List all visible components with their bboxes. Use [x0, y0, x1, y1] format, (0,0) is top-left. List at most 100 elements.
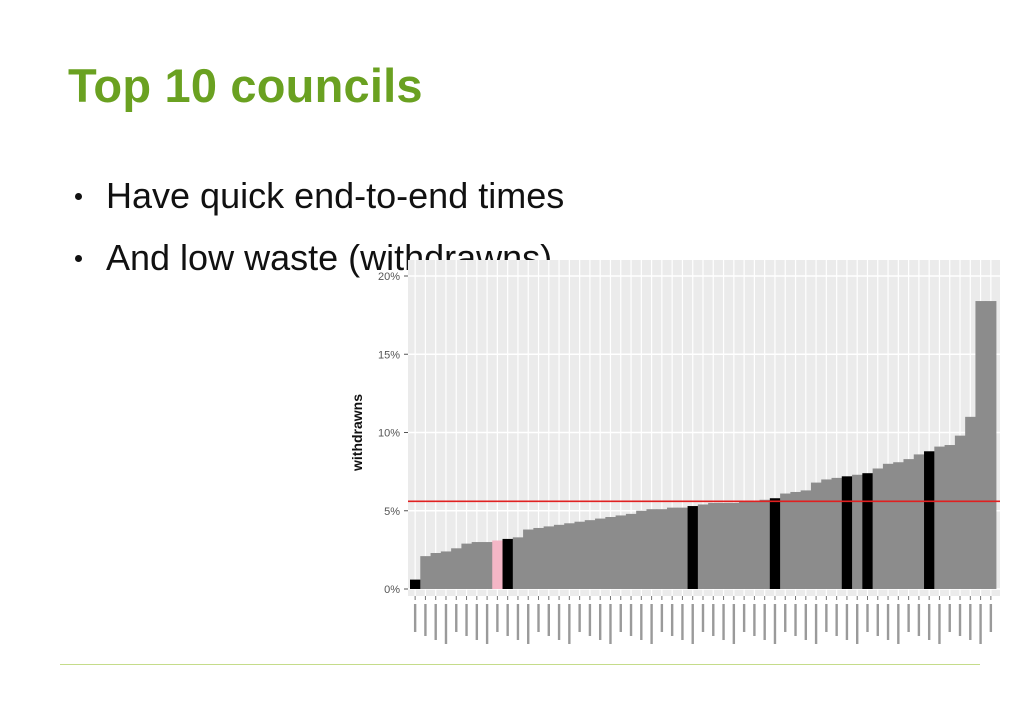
x-tick-label-placeholder — [516, 604, 520, 640]
x-tick-label-placeholder — [856, 604, 859, 644]
x-tick-label-placeholder — [681, 604, 684, 640]
x-tick-label-placeholder — [413, 604, 417, 632]
bar — [451, 548, 462, 589]
x-tick-label-placeholder — [835, 604, 838, 636]
x-tick-label-placeholder — [701, 604, 705, 632]
bar — [574, 521, 586, 589]
bar — [780, 493, 791, 589]
x-tick-label-placeholder — [455, 604, 458, 632]
y-tick-label: 0% — [384, 584, 400, 596]
x-tick-label-placeholder — [794, 604, 797, 636]
x-tick-label-placeholder — [557, 604, 561, 640]
y-axis: 0% 5% 10% 15% 20% — [378, 271, 408, 596]
bar — [646, 509, 658, 589]
bar — [903, 459, 915, 589]
bar — [852, 474, 863, 589]
y-tick-label: 15% — [378, 349, 400, 361]
bar-top10 — [841, 476, 853, 589]
bar — [749, 501, 760, 589]
x-tick-label-placeholder — [907, 604, 910, 632]
bar — [810, 482, 822, 589]
x-tick-label-placeholder — [732, 604, 736, 644]
x-tick-label-placeholder — [825, 604, 828, 632]
footer-divider — [60, 664, 980, 665]
x-tick-label-placeholder — [712, 604, 715, 636]
bar — [636, 510, 647, 589]
x-tick-label-placeholder — [753, 604, 756, 636]
bar — [738, 501, 750, 589]
bar-top10 — [687, 506, 699, 589]
bar — [913, 454, 925, 589]
x-tick-label-placeholder — [927, 604, 931, 640]
x-tick-label-placeholder — [917, 604, 921, 636]
withdrawns-chart: 0% 5% 10% 15% 20% withdrawns — [340, 258, 1020, 658]
bar — [944, 445, 956, 589]
bar — [553, 524, 565, 589]
x-tick-label-placeholder — [588, 604, 592, 636]
x-tick-label-placeholder — [670, 604, 674, 636]
bar — [677, 507, 688, 589]
y-tick-label: 10% — [378, 428, 400, 440]
x-tick-label-placeholder — [897, 604, 900, 644]
x-tick-label-placeholder — [722, 604, 725, 640]
bar — [584, 520, 596, 589]
x-tick-label-placeholder — [814, 604, 818, 644]
bar — [759, 499, 771, 589]
bar — [872, 468, 884, 589]
x-tick-label-placeholder — [444, 604, 448, 644]
grid-lines — [408, 260, 1000, 596]
x-tick-label-placeholder — [424, 604, 427, 636]
x-tick-label-placeholder — [640, 604, 643, 640]
bar-top10 — [410, 579, 421, 589]
x-tick-label-placeholder — [598, 604, 602, 640]
bar — [481, 542, 493, 589]
bar — [440, 551, 452, 589]
x-tick-label-placeholder — [784, 604, 787, 632]
x-tick-label-placeholder — [619, 604, 622, 632]
bar-highlight-pink — [492, 540, 503, 589]
bar — [543, 526, 555, 589]
bar — [800, 490, 812, 589]
x-tick-label-placeholder — [485, 604, 489, 644]
bar — [790, 491, 802, 589]
bar-top10 — [924, 451, 935, 589]
x-tick-label-placeholder — [948, 604, 951, 632]
y-tick-label: 5% — [384, 506, 400, 518]
bar — [564, 523, 575, 589]
bar — [430, 553, 442, 589]
bar — [728, 502, 740, 589]
x-tick-label-placeholder — [506, 604, 509, 636]
bar — [893, 462, 904, 589]
slide-title: Top 10 councils — [68, 59, 423, 112]
bar — [934, 446, 945, 589]
x-axis-ticks — [413, 596, 993, 644]
bar — [625, 513, 637, 589]
bar — [975, 301, 987, 589]
x-tick-label-placeholder — [660, 604, 664, 632]
x-tick-label-placeholder — [989, 604, 993, 632]
x-tick-label-placeholder — [979, 604, 982, 644]
x-tick-label-placeholder — [537, 604, 540, 632]
bar-series — [410, 301, 997, 589]
bar — [985, 301, 997, 589]
x-tick-label-placeholder — [465, 604, 468, 636]
bar — [512, 537, 524, 589]
bullet-list: Have quick end-to-end times And low wast… — [72, 172, 564, 296]
x-tick-label-placeholder — [475, 604, 479, 640]
x-tick-label-placeholder — [609, 604, 612, 644]
x-tick-label-placeholder — [742, 604, 746, 632]
x-tick-label-placeholder — [969, 604, 972, 640]
bar — [718, 502, 730, 589]
x-tick-label-placeholder — [876, 604, 879, 636]
bar-top10 — [502, 538, 514, 589]
x-tick-label-placeholder — [804, 604, 808, 640]
bar — [831, 477, 843, 589]
x-tick-label-placeholder — [578, 604, 581, 632]
bar — [420, 556, 431, 589]
withdrawns-bar-chart: 0% 5% 10% 15% 20% withdrawns — [349, 260, 1000, 644]
x-tick-label-placeholder — [434, 604, 437, 640]
x-tick-label-placeholder — [866, 604, 869, 632]
x-tick-label-placeholder — [650, 604, 653, 644]
x-tick-label-placeholder — [496, 604, 499, 632]
bullet-item-quick-times: Have quick end-to-end times — [72, 172, 564, 234]
